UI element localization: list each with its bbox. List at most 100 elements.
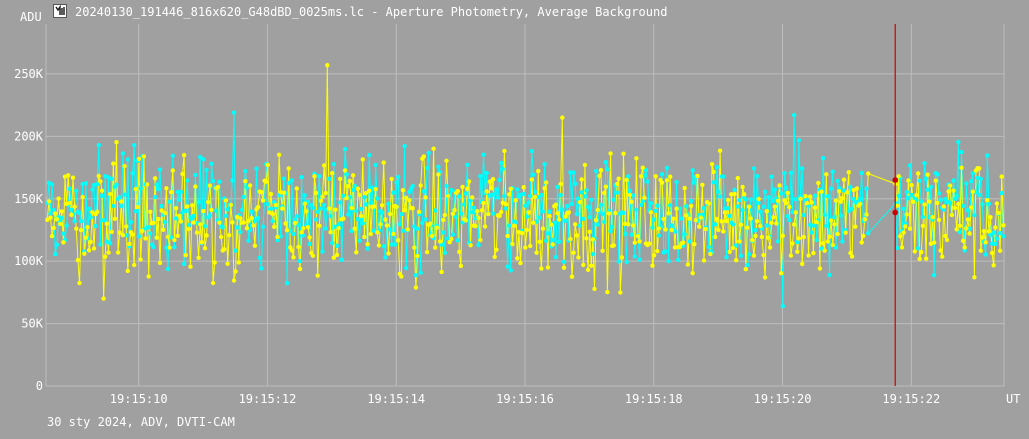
data-point-cyan (418, 270, 423, 275)
data-point-yellow (801, 234, 806, 240)
data-point-cyan (769, 174, 774, 179)
data-point-yellow (915, 171, 921, 176)
data-point-cyan (631, 193, 636, 198)
data-point-yellow (95, 209, 100, 215)
data-point-yellow (779, 271, 784, 276)
data-point-cyan (463, 191, 468, 196)
data-point-cyan (191, 213, 196, 219)
data-point-cyan (294, 214, 299, 219)
data-point-yellow (518, 260, 523, 266)
data-point-yellow (141, 154, 147, 159)
data-point-cyan (505, 264, 510, 269)
data-point-yellow (315, 273, 320, 278)
data-point-cyan (957, 229, 963, 235)
data-point-yellow (107, 191, 113, 197)
data-point-yellow (788, 253, 794, 258)
data-point-yellow (746, 204, 752, 209)
data-point-cyan (648, 201, 654, 206)
data-point-yellow (218, 234, 224, 240)
data-point-yellow (993, 225, 998, 230)
data-point-yellow (391, 231, 396, 237)
data-point-cyan (679, 216, 684, 221)
data-point-cyan (281, 176, 287, 181)
data-point-yellow (58, 221, 63, 227)
data-point-cyan (830, 169, 835, 174)
data-point-yellow (259, 190, 264, 195)
data-point-yellow (909, 182, 914, 188)
data-point-yellow (774, 221, 779, 226)
data-point-cyan (101, 218, 106, 223)
data-point-yellow (943, 233, 948, 239)
data-point-yellow (46, 199, 52, 204)
data-point-cyan (846, 208, 851, 214)
data-point-cyan (284, 280, 290, 286)
data-point-yellow (140, 228, 145, 234)
data-point-cyan (420, 220, 425, 226)
y-axis-label: ADU (20, 10, 42, 24)
data-point-cyan (217, 179, 222, 184)
data-point-cyan (746, 252, 752, 257)
data-point-yellow (811, 250, 816, 256)
data-point-cyan (600, 211, 605, 217)
data-point-cyan (780, 303, 785, 309)
data-point-cyan (738, 253, 744, 258)
data-point-yellow (478, 237, 483, 243)
axis-labels: 0 50K 100K 150K 200K 250K 19:15:10 19:15:12 19:1… (14, 10, 1020, 406)
data-point-yellow (441, 217, 446, 223)
data-point-cyan (713, 222, 718, 227)
x-axis-label: UT (1006, 392, 1020, 406)
data-point-yellow (236, 260, 241, 265)
data-point-yellow (553, 202, 559, 207)
data-point-cyan (358, 206, 364, 212)
data-point-yellow (753, 233, 758, 239)
data-point-yellow (360, 157, 365, 162)
data-point-cyan (500, 166, 505, 172)
data-point-cyan (758, 209, 763, 214)
data-point-yellow (833, 198, 839, 203)
data-point-cyan (375, 196, 380, 201)
data-point-yellow (663, 227, 668, 232)
data-point-cyan (603, 160, 608, 165)
data-point-yellow (817, 266, 823, 271)
data-point-cyan (666, 258, 671, 264)
data-point-yellow (284, 228, 290, 233)
data-point-cyan (595, 222, 600, 227)
data-point-yellow (651, 253, 657, 258)
data-point-yellow (822, 248, 827, 253)
data-point-yellow (700, 182, 705, 187)
data-point-cyan (542, 161, 547, 167)
data-point-cyan (787, 217, 792, 223)
time-marker[interactable] (892, 24, 898, 386)
data-point-cyan (392, 242, 398, 247)
data-point-cyan (307, 241, 312, 247)
data-point-yellow (510, 241, 515, 247)
data-point-cyan (931, 273, 937, 278)
data-point-yellow (194, 230, 200, 235)
data-point-yellow (508, 186, 513, 191)
data-point-yellow (104, 221, 110, 226)
data-point-yellow (725, 197, 731, 203)
data-point-yellow (154, 235, 159, 240)
data-point-cyan (574, 211, 579, 217)
data-point-yellow (352, 226, 357, 231)
data-point-yellow (318, 198, 324, 203)
data-point-yellow (809, 200, 814, 205)
data-point-yellow (83, 235, 89, 240)
data-point-yellow (367, 188, 372, 193)
data-point-yellow (67, 200, 73, 206)
data-point-yellow (196, 255, 201, 260)
data-point-cyan (54, 242, 60, 247)
data-point-cyan (497, 177, 502, 183)
data-point-yellow (738, 222, 744, 227)
data-point-yellow (735, 175, 740, 181)
data-point-cyan (88, 215, 93, 220)
data-point-cyan (367, 152, 372, 158)
data-point-cyan (579, 190, 584, 195)
data-point-yellow (294, 186, 299, 191)
data-point-yellow (576, 255, 581, 260)
data-point-yellow (561, 265, 567, 270)
data-point-yellow (803, 194, 808, 199)
data-point-yellow (280, 206, 285, 211)
data-point-yellow (550, 242, 555, 247)
data-point-yellow (695, 173, 700, 179)
